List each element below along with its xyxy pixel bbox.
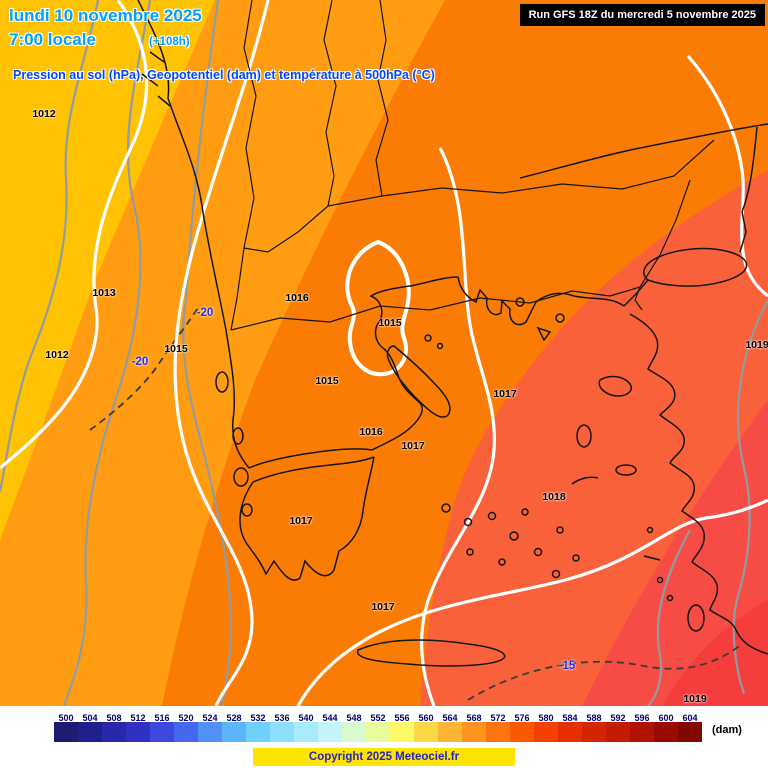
pressure-label: 1018 — [542, 491, 566, 503]
scale-tick-label: 592 — [610, 713, 626, 723]
scale-tick-label: 560 — [418, 713, 434, 723]
scale-numbers: 500 504 508 512 516 520 524 528 532 536 540 544 548 5… — [54, 708, 702, 723]
coastlines — [137, 0, 768, 667]
scale-tick-label: 528 — [226, 713, 242, 723]
scale-tick-label: 596 — [634, 713, 650, 723]
forecast-offset: (+108h) — [149, 36, 190, 48]
map-area — [0, 0, 768, 706]
scale-color-cell — [174, 722, 198, 742]
scale-color-cell — [246, 722, 270, 742]
map-subtitle: Pression au sol (hPa), Geopotentiel (dam… — [13, 68, 435, 82]
pressure-label: 1019 — [683, 693, 707, 705]
pressure-label: 1017 — [289, 515, 313, 527]
scale-color-cell — [558, 722, 582, 742]
scale-tick-label: 584 — [562, 713, 578, 723]
scale-tick-label: 572 — [490, 713, 506, 723]
isotherm-lines — [89, 307, 743, 701]
scale-color-cell — [222, 722, 246, 742]
scale-unit-label: (dam) — [712, 724, 742, 736]
geopotential-lines — [0, 0, 768, 706]
scale-color-cell — [294, 722, 318, 742]
temperature-label: -20 — [131, 356, 149, 368]
pressure-label: 1012 — [32, 108, 56, 120]
scale-tick-label: 540 — [298, 713, 314, 723]
pressure-label: 1015 — [315, 375, 339, 387]
scale-tick-label: 556 — [394, 713, 410, 723]
country-borders — [230, 0, 715, 331]
forecast-date: lundi 10 novembre 2025 — [9, 6, 202, 25]
scale-tick-label: 532 — [250, 713, 266, 723]
scale-color-cell — [678, 722, 702, 742]
scale-color-cell — [78, 722, 102, 742]
scale-color-cell — [582, 722, 606, 742]
scale-color-cell — [198, 722, 222, 742]
weather-map — [0, 0, 768, 706]
scale-color-cell — [630, 722, 654, 742]
scale-tick-label: 548 — [346, 713, 362, 723]
pressure-label: 1016 — [285, 292, 309, 304]
pressure-label: 1013 — [92, 287, 116, 299]
scale-tick-label: 516 — [154, 713, 170, 723]
scale-color-cell — [318, 722, 342, 742]
scale-tick-label: 568 — [466, 713, 482, 723]
pressure-label: 1015 — [164, 343, 188, 355]
scale-color-cell — [606, 722, 630, 742]
scale-color-cell — [414, 722, 438, 742]
temperature-label: -15 — [558, 660, 576, 672]
pressure-label: 1012 — [45, 349, 69, 361]
scale-colorbar — [54, 722, 702, 742]
scale-tick-label: 508 — [106, 713, 122, 723]
scale-tick-label: 604 — [682, 713, 698, 723]
scale-color-cell — [270, 722, 294, 742]
scale-color-cell — [534, 722, 558, 742]
scale-color-cell — [126, 722, 150, 742]
pressure-label: 1017 — [371, 601, 395, 613]
scale-color-cell — [486, 722, 510, 742]
scale-color-cell — [150, 722, 174, 742]
scale-color-cell — [390, 722, 414, 742]
temperature-label: -20 — [196, 307, 214, 319]
scale-color-cell — [342, 722, 366, 742]
pressure-label: 1015 — [378, 317, 402, 329]
scale-color-cell — [510, 722, 534, 742]
scale-tick-label: 520 — [178, 713, 194, 723]
scale-tick-label: 580 — [538, 713, 554, 723]
scale-tick-label: 552 — [370, 713, 386, 723]
scale-tick-label: 524 — [202, 713, 218, 723]
scale-color-cell — [54, 722, 78, 742]
scale-tick-label: 576 — [514, 713, 530, 723]
scale-tick-label: 544 — [322, 713, 338, 723]
scale-color-cell — [438, 722, 462, 742]
model-run-info: Run GFS 18Z du mercredi 5 novembre 2025 — [519, 4, 765, 26]
scale-tick-label: 588 — [586, 713, 602, 723]
scale-tick-label: 536 — [274, 713, 290, 723]
scale-color-cell — [102, 722, 126, 742]
scale-tick-label: 504 — [82, 713, 98, 723]
scale-color-cell — [654, 722, 678, 742]
isobar-lines — [0, 0, 768, 706]
scale-color-cell — [366, 722, 390, 742]
forecast-time: 7:00 locale — [9, 30, 96, 49]
scale-tick-label: 600 — [658, 713, 674, 723]
scale-color-cell — [462, 722, 486, 742]
pressure-label: 1017 — [493, 388, 517, 400]
scale-tick-label: 500 — [58, 713, 74, 723]
scale-tick-label: 512 — [130, 713, 146, 723]
pressure-label: 1019 — [745, 339, 768, 351]
pressure-label: 1017 — [401, 440, 425, 452]
pressure-label: 1016 — [359, 426, 383, 438]
scale-tick-label: 564 — [442, 713, 458, 723]
copyright-link[interactable]: Copyright 2025 Meteociel.fr — [253, 748, 515, 766]
